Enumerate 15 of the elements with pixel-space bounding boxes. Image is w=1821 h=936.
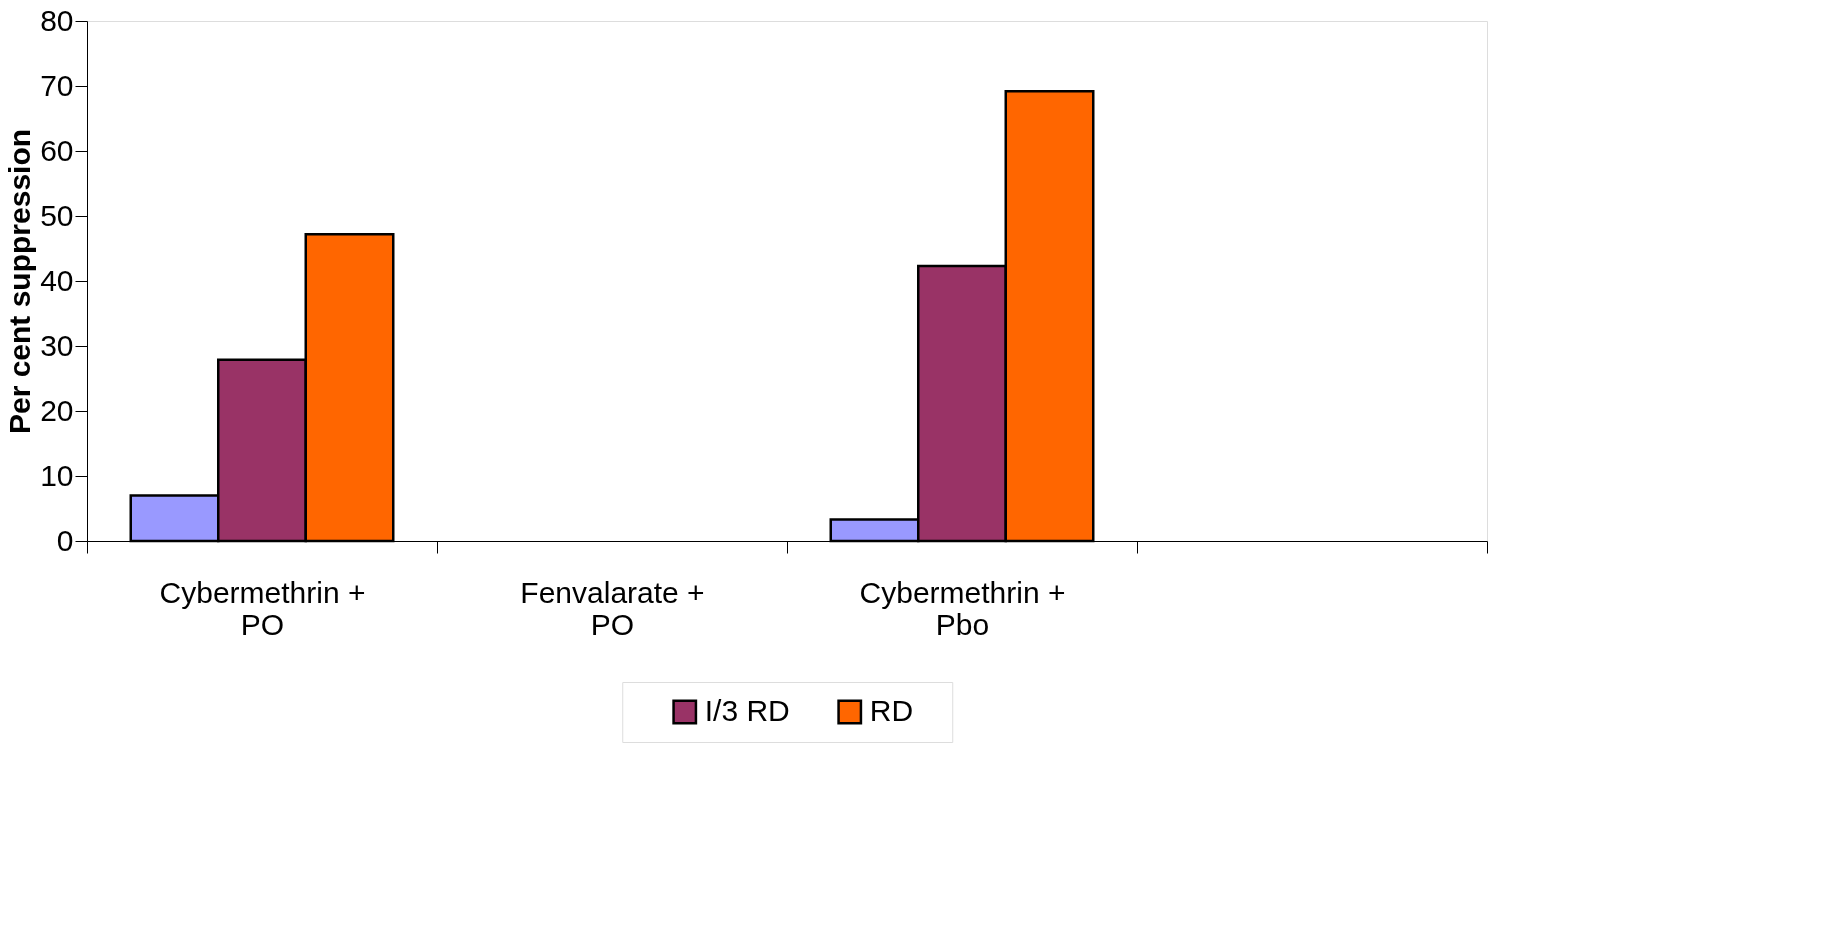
y-tick-label: 70 [40,68,74,102]
y-axis-title: Per cent suppression [3,128,37,435]
x-tick-label: Fenvalarate + PO [520,575,705,641]
y-tick-label: 10 [40,458,74,492]
legend-label: RD [869,694,914,727]
x-tick-label: Cybermethrin + Pbo [859,575,1066,641]
y-tick-label: 60 [40,133,74,167]
y-tick-label: 50 [40,198,74,232]
y-tick-label: 80 [40,3,74,37]
legend-label: I/3 RD [704,694,790,727]
y-tick-label: 30 [40,328,74,362]
y-tick-label: 40 [40,263,74,297]
x-tick-label: Cybermethrin + PO [159,575,366,641]
y-tick-label: 0 [56,523,74,557]
y-tick-label: 20 [40,393,74,427]
